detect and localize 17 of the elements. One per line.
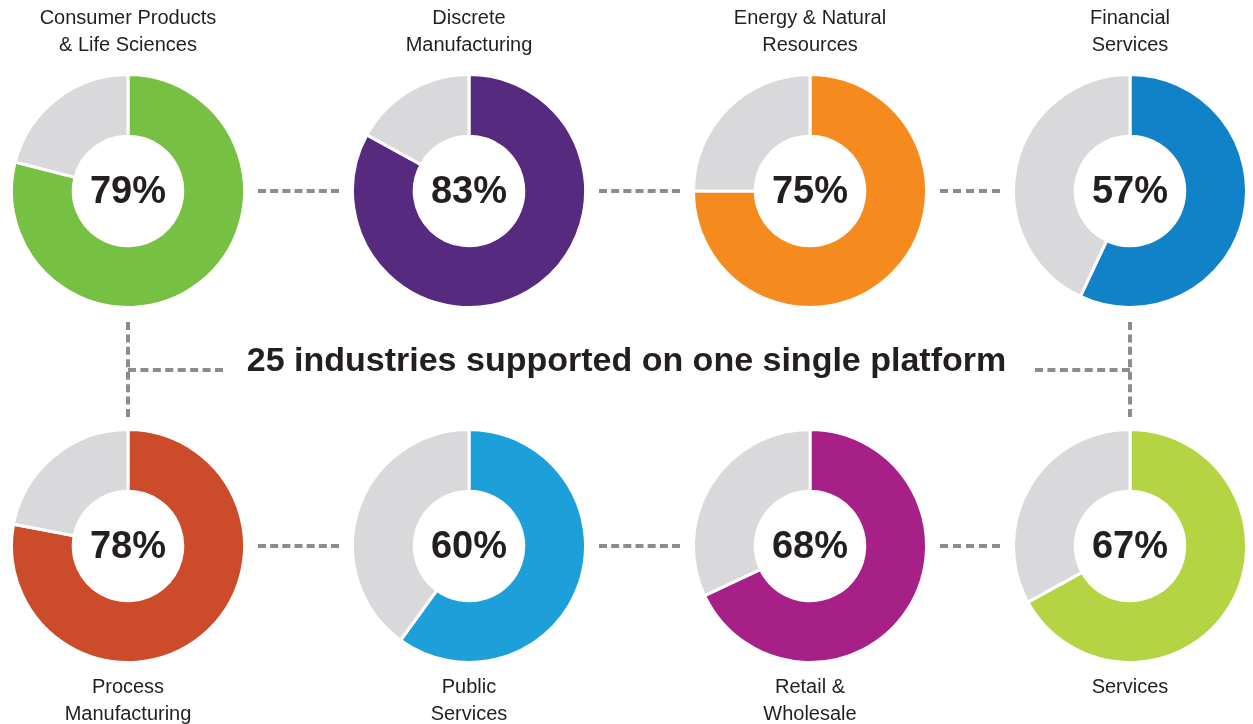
data-label: 79% <box>89 169 167 212</box>
text: 25 industries supported on one single platform <box>238 340 1015 378</box>
text: Process Manufacturing <box>63 674 193 724</box>
data-label: 57% <box>1091 169 1169 212</box>
text: Services <box>1090 674 1170 699</box>
chart-title: Consumer Products & Life Sciences <box>38 5 218 57</box>
data-label: 78% <box>89 524 167 567</box>
chart-title: Energy & Natural Resources <box>732 5 888 57</box>
data-label: 68% <box>771 524 849 567</box>
text: Retail & Wholesale <box>762 674 858 724</box>
data-label: 83% <box>430 169 508 212</box>
data-label: 60% <box>430 524 508 567</box>
data-label: 75% <box>771 169 849 212</box>
text: Public Services <box>429 674 509 724</box>
chart-title: Discrete Manufacturing <box>404 5 534 57</box>
chart-title: Financial Services <box>1088 5 1171 57</box>
data-label: 67% <box>1091 524 1169 567</box>
